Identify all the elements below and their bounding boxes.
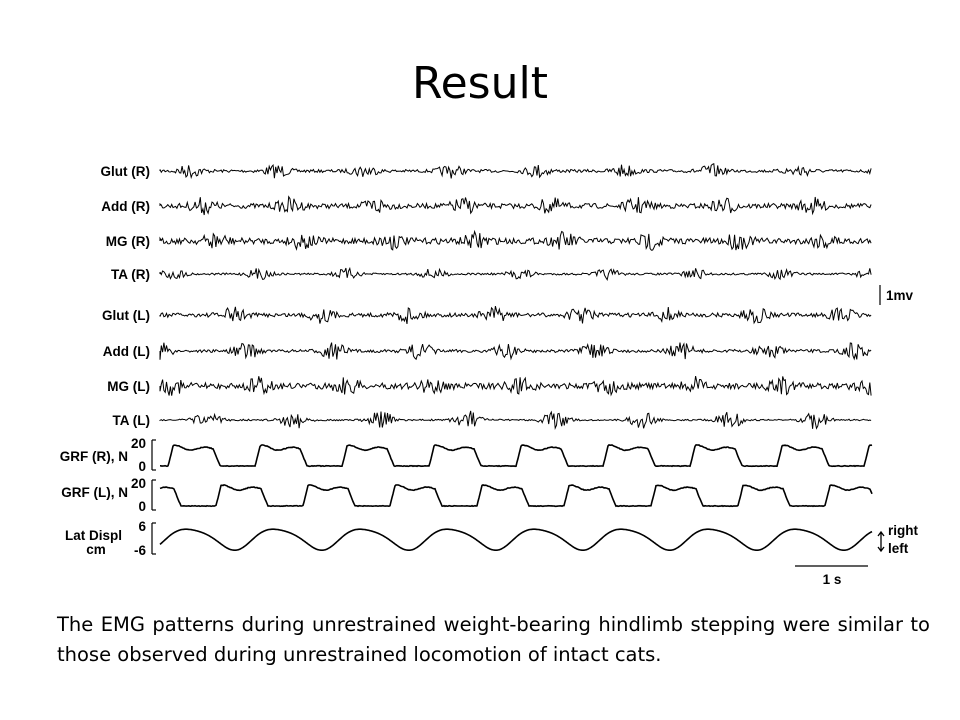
analog-tick-bottom-2: -6 (134, 543, 146, 558)
emg-label-4: Glut (L) (102, 308, 150, 323)
analog-label-2: Lat Displ (65, 528, 122, 543)
caption: The EMG patterns during unrestrained wei… (57, 613, 930, 666)
emg-label-7: TA (L) (113, 413, 150, 428)
emg-channel-labels: Glut (R) Add (R) MG (R) TA (R) Glut (L) Add (… (101, 164, 151, 428)
analog-traces (159, 443, 873, 551)
analog-tick-top-0: 20 (131, 436, 146, 451)
analog-trace-2 (159, 528, 873, 551)
time-scale-label: 1 s (823, 572, 842, 587)
emg-label-3: TA (R) (111, 267, 150, 282)
emg-label-1: Add (R) (101, 199, 150, 214)
analog-tick-top-1: 20 (131, 476, 146, 491)
emg-label-6: MG (L) (107, 379, 150, 394)
direction-arrow (877, 530, 885, 553)
voltage-scale-label: 1mv (886, 288, 914, 303)
emg-label-5: Add (L) (103, 344, 150, 359)
analog-tick-bottom-0: 0 (138, 459, 146, 474)
emg-trace-2 (159, 229, 872, 251)
direction-label-right: right (888, 523, 918, 538)
emg-figure: Glut (R) Add (R) MG (R) TA (R) Glut (L) Add (… (60, 162, 918, 587)
analog-label-0: GRF (R), N (60, 449, 128, 464)
emg-trace-3 (159, 266, 872, 282)
analog-tick-top-2: 6 (138, 519, 146, 534)
analog-trace-1 (159, 484, 873, 508)
emg-trace-4 (159, 305, 872, 325)
emg-trace-5 (159, 342, 872, 361)
emg-traces (159, 162, 872, 431)
emg-trace-1 (159, 195, 872, 216)
emg-label-2: MG (R) (106, 234, 150, 249)
emg-trace-0 (159, 162, 872, 180)
slide-title: Result (412, 58, 548, 109)
emg-label-0: Glut (R) (101, 164, 151, 179)
scale-bars: 1mv right left 1 s (795, 285, 918, 587)
analog-tick-bottom-1: 0 (138, 499, 146, 514)
analog-label-2-unit: cm (86, 542, 106, 557)
direction-label-left: left (888, 541, 909, 556)
emg-trace-6 (159, 375, 872, 397)
analog-label-1: GRF (L), N (61, 485, 128, 500)
emg-trace-7 (159, 410, 872, 431)
analog-trace-0 (160, 443, 873, 468)
